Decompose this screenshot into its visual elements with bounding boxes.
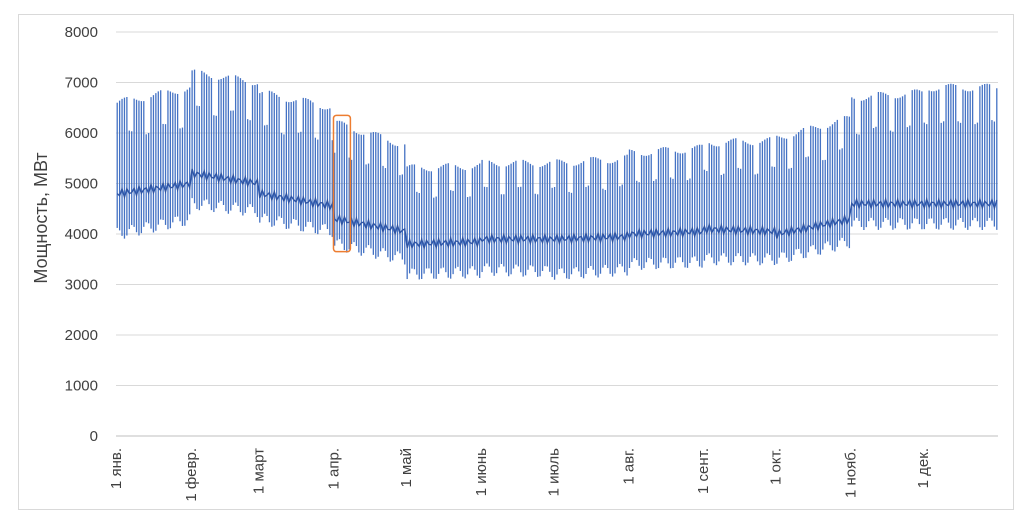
x-tick-label: 1 март [251,448,268,494]
x-tick-label: 1 янв. [108,448,125,489]
x-tick-labels: 1 янв. 1 февр. 1 март 1 апр. 1 май 1 июнь 1 ию… [108,448,932,502]
y-tick-labels: 0 1000 2000 3000 4000 5000 6000 7000 8000 [65,24,98,445]
y-tick-label: 0 [90,428,98,445]
y-tick-label: 4000 [65,226,98,243]
y-tick-label: 8000 [65,24,98,41]
x-tick-label: 1 июль [545,448,562,497]
chart-frame [18,14,1014,510]
highlight-box [332,114,352,253]
series-group [116,69,998,280]
y-tick-label: 3000 [65,277,98,294]
y-tick-label: 6000 [65,125,98,142]
x-tick-label: 1 февр. [183,448,200,502]
x-tick-label: 1 июнь [473,448,490,496]
gridlines [116,31,998,437]
y-tick-label: 5000 [65,176,98,193]
x-tick-label: 1 авг. [620,448,637,485]
x-tick-label: 1 окт. [768,448,785,485]
highlight-group [332,114,352,253]
x-tick-label: 1 дек. [915,448,932,488]
x-tick-label: 1 сент. [695,448,712,494]
y-tick-label: 2000 [65,327,98,344]
y-axis-title: Мощность, МВт [31,152,51,283]
x-tick-label: 1 апр. [325,448,342,489]
x-tick-label: 1 май [398,448,415,488]
y-tick-label: 7000 [65,75,98,92]
series-typical-line [116,168,998,251]
x-tick-label: 1 нояб. [843,448,860,498]
y-tick-label: 1000 [65,378,98,395]
